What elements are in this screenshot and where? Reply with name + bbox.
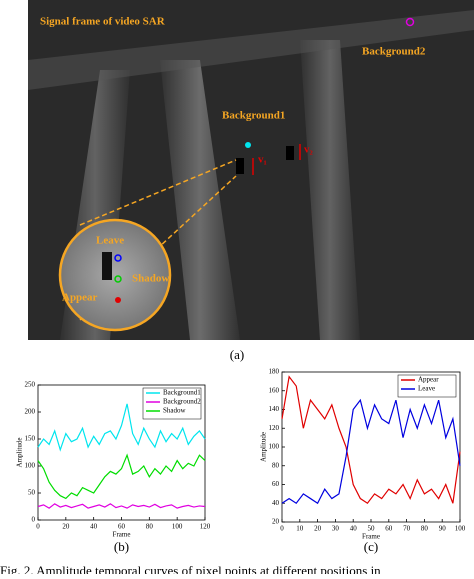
- x-tick-label: 20: [62, 523, 70, 531]
- x-tick-label: 30: [332, 525, 340, 533]
- x-tick-label: 20: [314, 525, 322, 533]
- label: Leave: [96, 235, 124, 247]
- y-tick-label: 100: [25, 462, 36, 470]
- y-tick-label: 180: [269, 368, 280, 376]
- label: Appear: [62, 292, 98, 304]
- y-tick-label: 160: [269, 386, 280, 394]
- x-axis-label: Frame: [113, 531, 131, 539]
- label: Background2: [362, 46, 426, 58]
- x-tick-label: 50: [368, 525, 376, 533]
- label: v₁: [258, 154, 267, 166]
- x-axis-label: Frame: [362, 533, 380, 541]
- y-tick-label: 20: [272, 518, 280, 526]
- caption: (c): [364, 539, 378, 554]
- y-tick-label: 150: [25, 435, 36, 443]
- x-tick-label: 40: [90, 523, 98, 531]
- legend-label: Background1: [163, 389, 201, 397]
- x-tick-label: 80: [421, 525, 429, 533]
- y-tick-label: 140: [269, 405, 280, 413]
- line-series: [37, 453, 206, 500]
- line-series: [37, 503, 206, 509]
- x-tick-label: 40: [350, 525, 358, 533]
- x-tick-label: 80: [146, 523, 154, 531]
- y-tick-label: 60: [272, 480, 280, 488]
- legend-label: Appear: [418, 376, 439, 384]
- line-series: [281, 375, 461, 505]
- image-title: Signal frame of video SAR: [40, 16, 166, 28]
- x-tick-label: 60: [385, 525, 393, 533]
- x-tick-label: 60: [118, 523, 126, 531]
- line-series: [281, 398, 461, 505]
- x-tick-label: 100: [455, 525, 466, 533]
- label: Background1: [222, 110, 285, 122]
- y-tick-label: 120: [269, 424, 280, 432]
- x-tick-label: 120: [200, 523, 211, 531]
- legend-label: Shadow: [163, 407, 187, 415]
- label: v₂: [304, 144, 314, 156]
- line-series: [37, 403, 206, 452]
- caption: (a): [230, 347, 244, 362]
- y-tick-label: 0: [32, 516, 36, 524]
- x-tick-label: 70: [403, 525, 411, 533]
- x-tick-label: 90: [439, 525, 447, 533]
- sar-image: Signal frame of video SAR Background2 Ba…: [28, 0, 474, 340]
- y-axis-label: Amplitude: [260, 432, 268, 462]
- x-tick-label: 10: [296, 525, 304, 533]
- y-tick-label: 50: [28, 489, 36, 497]
- x-tick-label: 0: [280, 525, 284, 533]
- legend-label: Leave: [418, 385, 435, 393]
- x-tick-label: 0: [36, 523, 40, 531]
- x-tick-label: 100: [172, 523, 183, 531]
- y-tick-label: 40: [272, 499, 280, 507]
- caption: (b): [114, 539, 129, 554]
- y-tick-label: 80: [272, 461, 280, 469]
- legend-label: Background2: [163, 398, 201, 406]
- label: Shadow: [132, 273, 169, 285]
- y-axis-label: Amplitude: [16, 438, 24, 468]
- y-tick-label: 200: [25, 408, 36, 416]
- y-tick-label: 250: [25, 381, 36, 389]
- y-tick-label: 100: [269, 443, 280, 451]
- caption: Fig. 2. Amplitude temporal curves of pix…: [0, 563, 381, 574]
